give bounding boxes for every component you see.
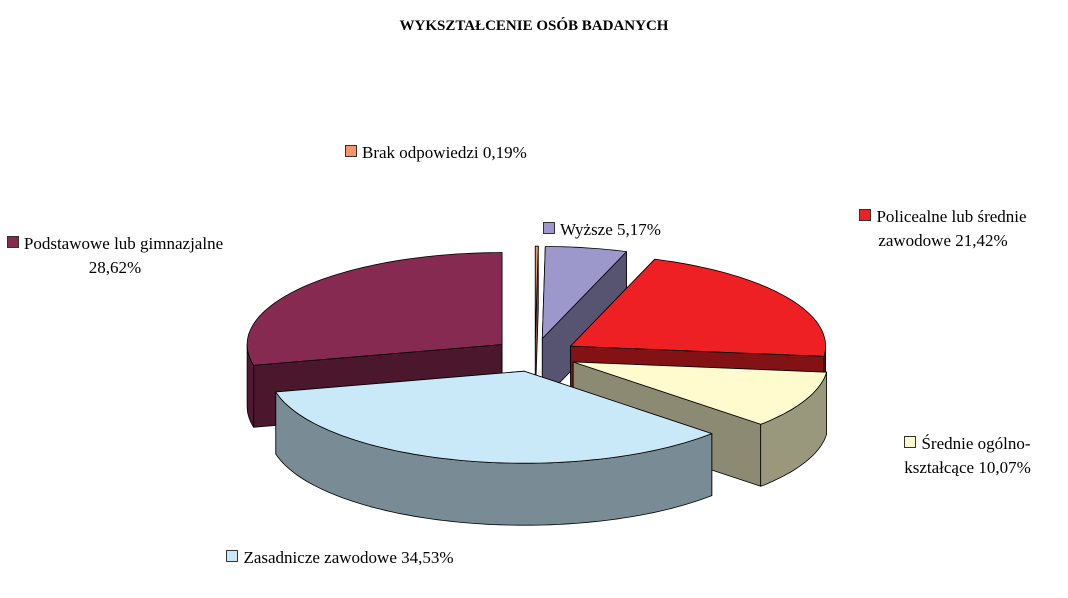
slice-label: Zasadnicze zawodowe 34,53%: [205, 546, 475, 570]
slice-top: [275, 370, 713, 464]
label-value: 34,53%: [401, 548, 454, 567]
legend-key: [6, 236, 19, 248]
slice-label: Policealne lub średnie zawodowe 21,42%: [828, 205, 1058, 253]
label-name: Brak odpowiedzi: [362, 143, 479, 162]
label-value: 28,62%: [88, 258, 142, 277]
label-name: Wyższe: [560, 220, 613, 239]
label-name: Średnie ogólno-kształcące: [904, 434, 1031, 477]
legend-key: [345, 145, 357, 157]
label-value: 10,07%: [978, 458, 1031, 477]
slice-label: Średnie ogólno-kształcące 10,07%: [870, 432, 1065, 480]
slice-label: Podstawowe lub gimnazjalne 28,62%: [5, 232, 225, 280]
slice-top: [534, 245, 539, 339]
slice-label: Brak odpowiedzi 0,19%: [345, 141, 645, 165]
slice-top: [246, 252, 503, 366]
chart-title: WYKSZTAŁCENIE OSÓB BADANYCH: [399, 18, 669, 34]
label-value: 5,17%: [617, 220, 661, 239]
slice-top: [570, 258, 826, 357]
label-name: Podstawowe lub gimnazjalne: [23, 234, 224, 253]
legend-key: [543, 222, 555, 234]
legend-key: [859, 209, 872, 221]
label-value: 21,42%: [955, 231, 1008, 250]
slice-top: [541, 246, 627, 339]
slice-label: Wyższe 5,17%: [543, 218, 743, 242]
slice-top: [572, 361, 827, 425]
legend-key: [904, 436, 917, 448]
legend-key: [226, 550, 239, 562]
label-value: 0,19%: [482, 143, 527, 162]
label-name: Zasadnicze zawodowe: [243, 548, 397, 567]
label-name: Policealne lub średnie zawodowe: [876, 207, 1027, 250]
